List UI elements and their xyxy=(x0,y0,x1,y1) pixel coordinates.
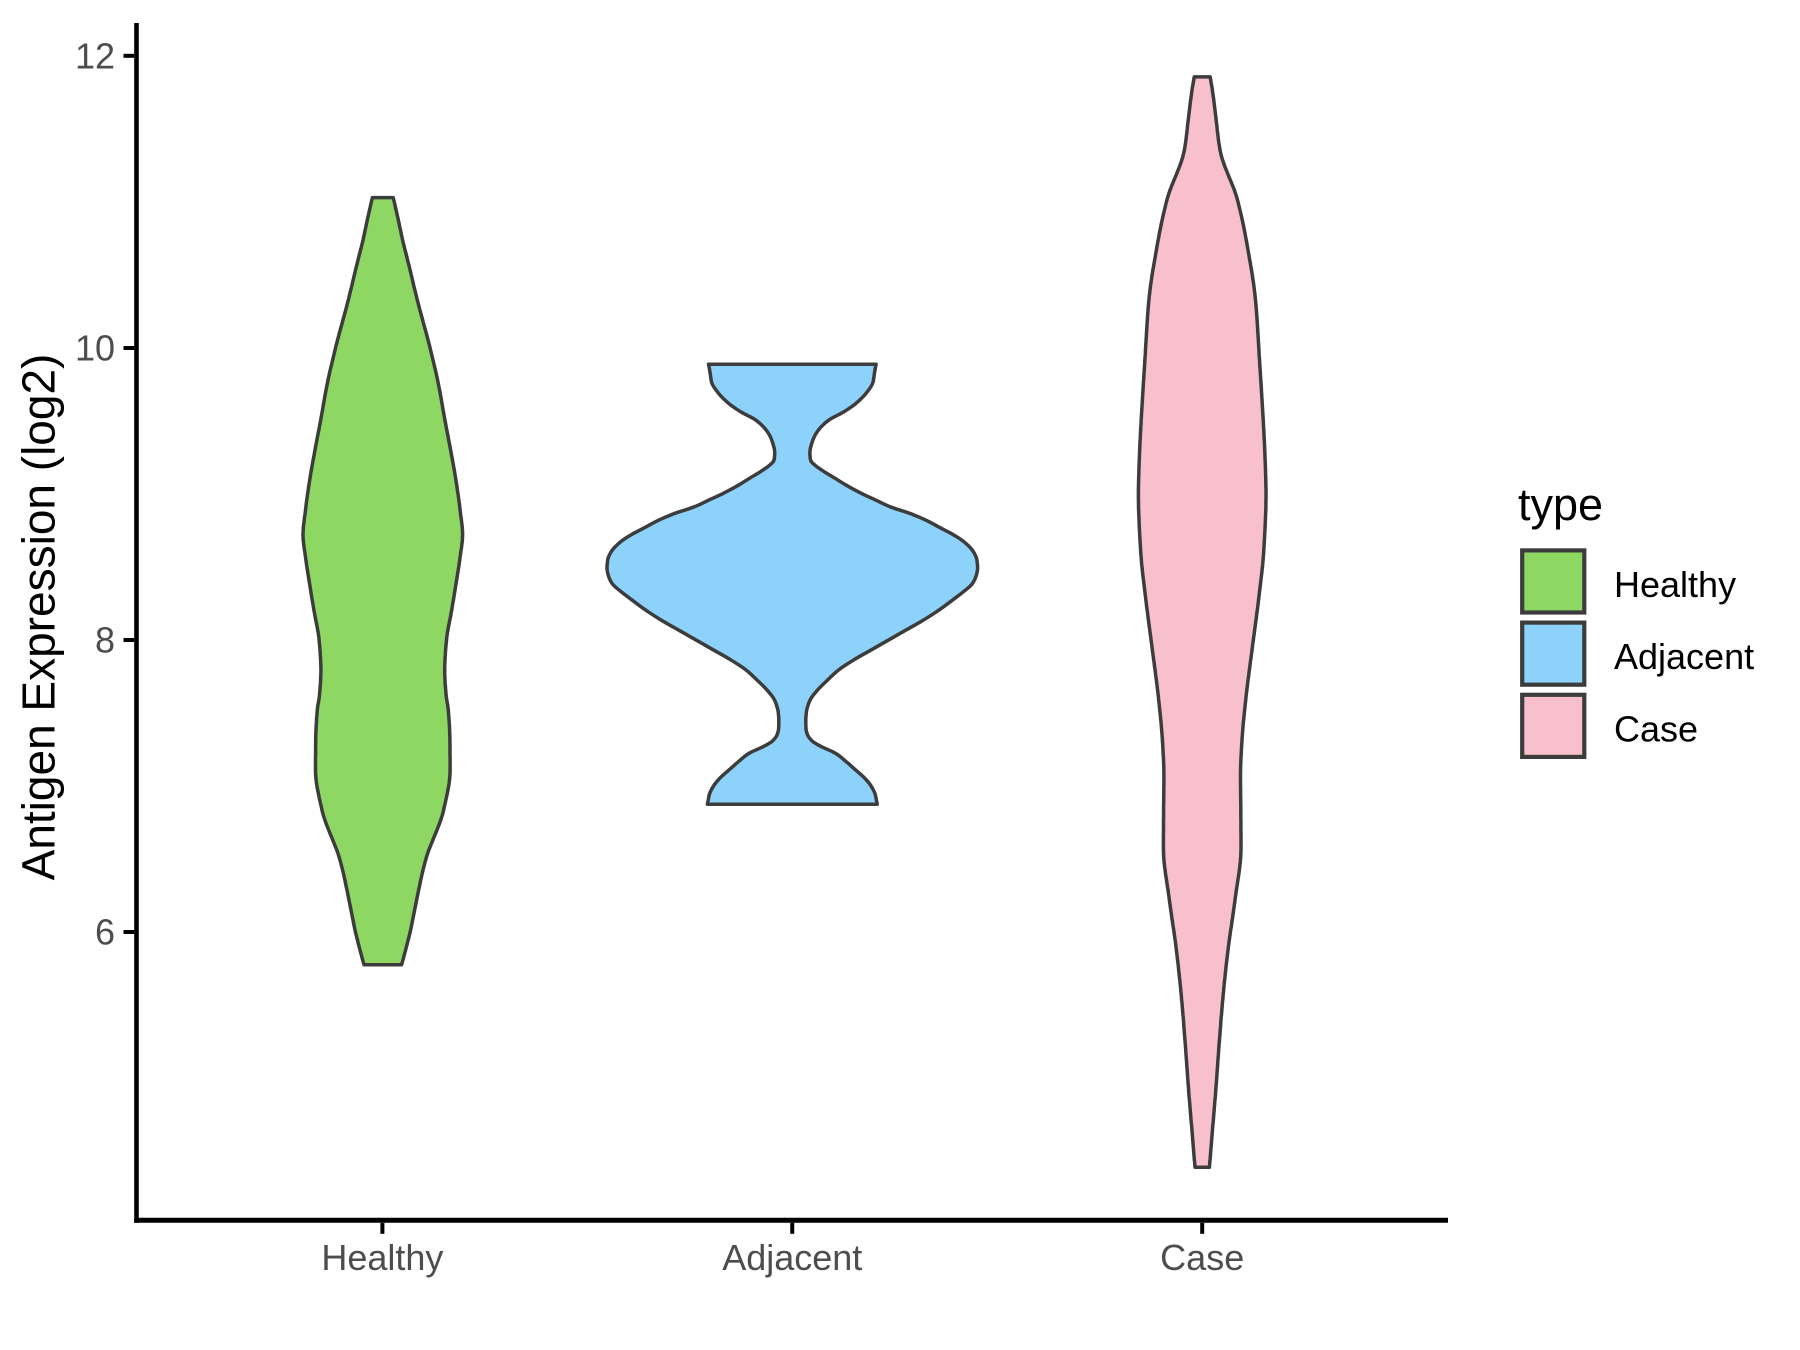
svg-text:12: 12 xyxy=(75,35,115,76)
svg-text:Adjacent: Adjacent xyxy=(722,1237,862,1278)
svg-text:8: 8 xyxy=(95,620,115,661)
svg-text:Antigen Expression (log2): Antigen Expression (log2) xyxy=(13,354,65,881)
svg-text:Healthy: Healthy xyxy=(321,1237,443,1278)
svg-text:Case: Case xyxy=(1160,1237,1244,1278)
svg-text:Case: Case xyxy=(1614,708,1698,749)
svg-text:10: 10 xyxy=(75,328,115,369)
svg-text:Healthy: Healthy xyxy=(1614,564,1736,605)
svg-text:6: 6 xyxy=(95,912,115,953)
svg-text:Adjacent: Adjacent xyxy=(1614,636,1754,677)
svg-text:type: type xyxy=(1518,479,1603,530)
